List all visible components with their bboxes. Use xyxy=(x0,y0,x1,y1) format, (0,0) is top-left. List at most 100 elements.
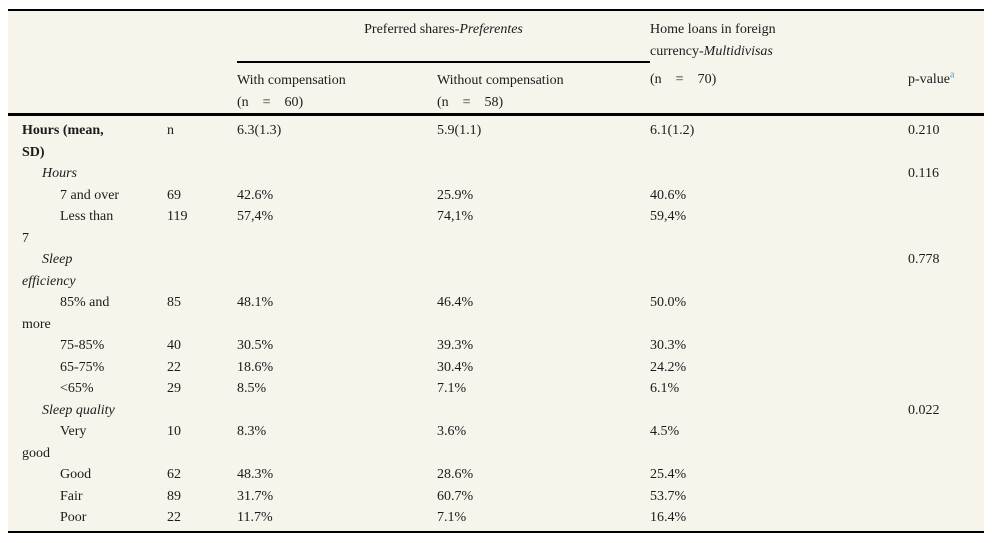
with-compensation-cell: 57,4% xyxy=(237,209,274,224)
multidivisas-cell: 53.7% xyxy=(650,488,687,504)
p-value-cell xyxy=(908,378,984,400)
without-compensation-cell: 46.4% xyxy=(437,295,474,310)
multidivisas-cell: 30.3% xyxy=(650,338,687,353)
without-compensation-cell: 30.4% xyxy=(437,359,474,375)
row-label-line: Sleep xyxy=(42,252,73,267)
row-label-line: Very xyxy=(60,424,87,439)
p-value-cell xyxy=(908,335,984,357)
row-label-line: Less than xyxy=(60,209,114,224)
n-cell: 10 xyxy=(167,424,181,439)
without-compensation-header: Without compensation (n = 58) xyxy=(437,62,651,116)
row-label-line: <65% xyxy=(60,381,94,396)
footnote-a-marker[interactable]: a xyxy=(950,69,955,81)
row-label-cell: 75-85% xyxy=(8,335,167,357)
n-cell: n xyxy=(167,123,174,138)
without-compensation-cell: 25.9% xyxy=(437,187,474,203)
without-compensation-cell: 7.1% xyxy=(437,381,467,396)
empty-header-cell-right xyxy=(908,11,984,62)
n-cell: 119 xyxy=(167,209,188,224)
row-label-cell: 7 and over xyxy=(8,185,167,207)
multidivisas-cell xyxy=(650,400,908,422)
without-compensation-cell xyxy=(437,400,650,422)
empty-subheader-cell xyxy=(8,62,237,116)
p-value-cell xyxy=(908,421,984,464)
p-value-label: p-value xyxy=(908,72,950,87)
table-body: Hours (mean, SD) n 6.3(1.3) 5.9(1.1) 6.1(… xyxy=(8,115,984,529)
n-cell: 29 xyxy=(167,381,181,396)
n-cell: 40 xyxy=(167,338,181,353)
with-compensation-cell: 6.3(1.3) xyxy=(237,123,282,138)
home-loans-group-header: Home loans in foreign currency-Multidivi… xyxy=(650,11,908,62)
table-row: Less than 7 119 57,4% 74,1% 59,4% xyxy=(8,206,984,249)
with-compensation-cell: 42.6% xyxy=(237,187,274,203)
row-label-cell: 65-75% xyxy=(8,357,167,379)
empty-header-cell xyxy=(8,11,237,62)
with-compensation-cell xyxy=(237,249,437,292)
p-value-cell xyxy=(908,357,984,379)
row-label-cell: Hours (mean, SD) xyxy=(8,115,167,164)
with-compensation-cell xyxy=(237,400,437,422)
n-cell: 22 xyxy=(167,510,181,525)
with-compensation-n: (n = 60) xyxy=(237,94,304,110)
group-header-row: Preferred shares-Preferentes Home loans … xyxy=(8,11,984,63)
row-label-cell: Very good xyxy=(8,421,167,464)
row-label-line: 85% and xyxy=(60,295,110,310)
home-loans-n-header: (n = 70) xyxy=(650,62,909,116)
row-label-line: more xyxy=(22,316,51,332)
row-label-line: Hours xyxy=(42,166,78,181)
multidivisas-italic-label: Multidivisas xyxy=(703,43,773,59)
table-row: 7 and over 69 42.6% 25.9% 40.6% xyxy=(8,185,984,207)
with-compensation-cell: 11.7% xyxy=(237,510,273,525)
row-label-cell: Good xyxy=(8,464,167,486)
n-cell xyxy=(167,163,237,185)
without-compensation-cell xyxy=(437,163,650,185)
n-cell xyxy=(167,249,237,292)
home-loans-line1: Home loans in foreign xyxy=(650,22,776,37)
p-value-cell xyxy=(908,486,984,508)
table-row: 85% and more 85 48.1% 46.4% 50.0% xyxy=(8,292,984,335)
with-compensation-cell: 18.6% xyxy=(237,359,274,375)
multidivisas-cell xyxy=(650,163,908,185)
multidivisas-cell: 24.2% xyxy=(650,359,687,375)
row-label-line: SD) xyxy=(22,144,45,160)
p-value-cell: 0.778 xyxy=(908,252,940,267)
row-label-cell: Less than 7 xyxy=(8,206,167,249)
table-row: 75-85% 40 30.5% 39.3% 30.3% xyxy=(8,335,984,357)
preferred-shares-group-header: Preferred shares-Preferentes xyxy=(237,11,651,63)
column-header-row: With compensation (n = 60) Without compe… xyxy=(8,62,985,116)
p-value-cell xyxy=(908,464,984,486)
row-label-cell: Sleep quality xyxy=(8,400,167,422)
with-compensation-label: With compensation xyxy=(237,73,346,88)
multidivisas-cell: 6.1% xyxy=(650,381,680,396)
with-compensation-cell: 48.3% xyxy=(237,467,274,482)
p-value-cell: 0.116 xyxy=(908,166,939,181)
without-compensation-n: (n = 58) xyxy=(437,94,504,110)
row-label-cell: Hours xyxy=(8,163,167,185)
row-label-line: Sleep quality xyxy=(42,402,115,418)
row-label-cell: Poor xyxy=(8,507,167,529)
statistics-table-container: Preferred shares-Preferentes Home loans … xyxy=(8,9,985,533)
multidivisas-cell: 59,4% xyxy=(650,209,687,224)
preferred-shares-label: Preferred shares- xyxy=(364,22,460,37)
row-label-cell: Fair xyxy=(8,486,167,508)
preferentes-italic-label: Preferentes xyxy=(459,22,523,37)
n-cell: 85 xyxy=(167,295,181,310)
table-row: Hours (mean, SD) n 6.3(1.3) 5.9(1.1) 6.1(… xyxy=(8,115,984,164)
table-row: Fair 89 31.7% 60.7% 53.7% xyxy=(8,486,984,508)
row-label-cell: 85% and more xyxy=(8,292,167,335)
without-compensation-label: Without compensation xyxy=(437,73,564,88)
p-value-cell: 0.022 xyxy=(908,402,940,418)
p-value-cell xyxy=(908,507,984,529)
row-label-cell: <65% xyxy=(8,378,167,400)
p-value-header: p-valuea xyxy=(908,62,985,116)
multidivisas-cell: 25.4% xyxy=(650,467,687,482)
row-label-line: Fair xyxy=(60,488,83,504)
n-cell: 69 xyxy=(167,187,181,203)
with-compensation-header: With compensation (n = 60) xyxy=(237,62,437,116)
row-label-line: efficiency xyxy=(22,273,76,289)
table-row: Sleep efficiency 0.778 xyxy=(8,249,984,292)
multidivisas-cell xyxy=(650,249,908,292)
multidivisas-cell: 40.6% xyxy=(650,187,687,203)
without-compensation-cell: 5.9(1.1) xyxy=(437,123,482,138)
with-compensation-cell: 30.5% xyxy=(237,338,274,353)
